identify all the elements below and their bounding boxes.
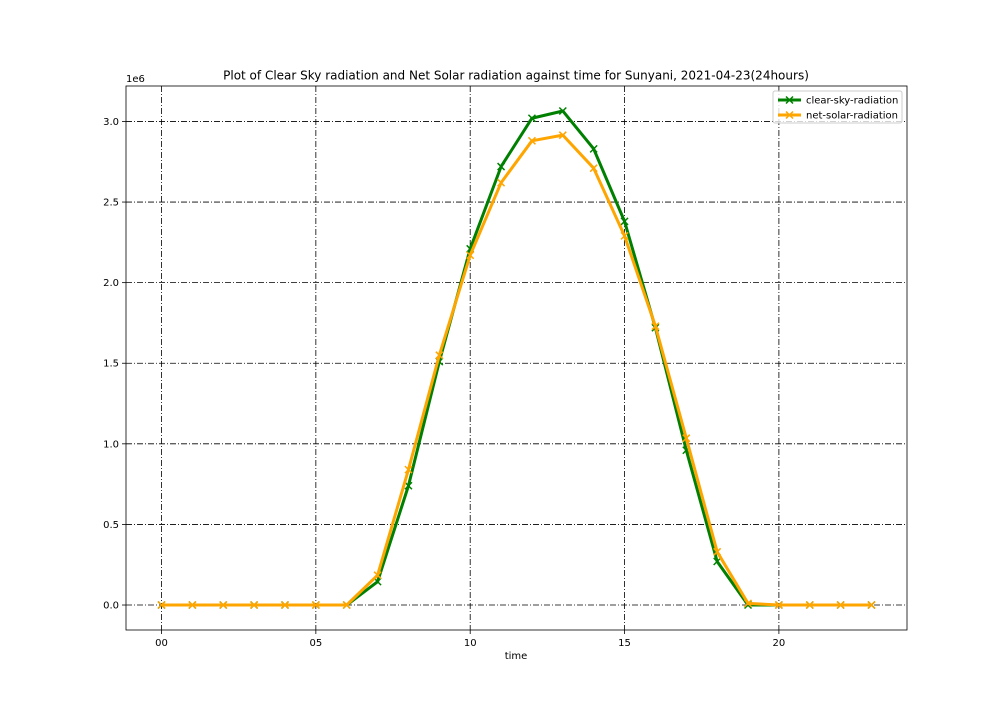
data-point [558, 131, 567, 140]
data-point [589, 144, 598, 153]
data-point [250, 600, 259, 610]
data-point [466, 251, 475, 260]
data-point [373, 571, 382, 580]
y-tick-label: 1.5 [103, 359, 119, 370]
data-point [342, 600, 351, 610]
data-point [743, 599, 753, 608]
axes [125, 85, 908, 631]
data-point [774, 600, 783, 610]
y-axis-offset-label: 1e6 [126, 74, 145, 85]
legend: clear-sky-radiation net-solar-radiation [772, 90, 903, 124]
legend-item-net-solar-radiation: net-solar-radiation [778, 111, 898, 122]
legend-marker [785, 110, 794, 120]
data-point [589, 164, 598, 173]
x-axis-label: time [505, 651, 528, 662]
data-point [527, 136, 536, 145]
y-tick-label: 0.0 [103, 601, 119, 612]
data-point [404, 465, 413, 474]
data-point [713, 557, 722, 566]
data-point [188, 600, 197, 610]
y-tick-label: 0.5 [103, 520, 119, 531]
x-tick-label: 20 [773, 638, 786, 649]
data-point [805, 600, 814, 610]
data-point [620, 217, 629, 226]
series-net-solar-radiation [157, 131, 876, 610]
data-point [527, 114, 536, 123]
legend-marker [785, 95, 794, 105]
x-tick-label: 00 [155, 638, 168, 649]
legend-box [772, 90, 903, 124]
series-clear-sky-radiation [157, 106, 876, 610]
data-point [497, 162, 506, 171]
chart-title: Plot of Clear Sky radiation and Net Sola… [223, 69, 809, 83]
ticks: 00 05 10 15 20 0.0 0.5 1.0 1.5 2.0 2.5 3.0 [103, 117, 785, 649]
data-point [435, 351, 444, 360]
x-tick-label: 05 [309, 638, 322, 649]
data-point [280, 600, 290, 610]
data-point [836, 600, 845, 610]
data-point [713, 547, 722, 556]
data-point [219, 600, 228, 610]
data-point [311, 600, 320, 610]
data-point [157, 600, 166, 610]
series-layer [157, 106, 876, 610]
data-point [558, 106, 567, 116]
data-point [620, 231, 629, 240]
y-tick-label: 3.0 [103, 117, 119, 128]
y-tick-label: 1.0 [103, 439, 119, 450]
series-line [161, 109, 872, 607]
legend-label: net-solar-radiation [806, 111, 898, 122]
series-line [161, 133, 872, 607]
legend-label: clear-sky-radiation [806, 96, 898, 107]
data-point [404, 481, 413, 490]
grid [126, 86, 907, 630]
data-point [682, 434, 691, 443]
x-tick-label: 10 [464, 638, 477, 649]
data-point [651, 322, 660, 331]
data-point [867, 600, 876, 610]
y-tick-label: 2.5 [103, 198, 119, 209]
x-tick-label: 15 [618, 638, 631, 649]
plot-frame [125, 85, 908, 631]
data-point [497, 178, 506, 187]
legend-item-clear-sky-radiation: clear-sky-radiation [778, 96, 898, 107]
y-tick-label: 2.0 [103, 278, 119, 289]
